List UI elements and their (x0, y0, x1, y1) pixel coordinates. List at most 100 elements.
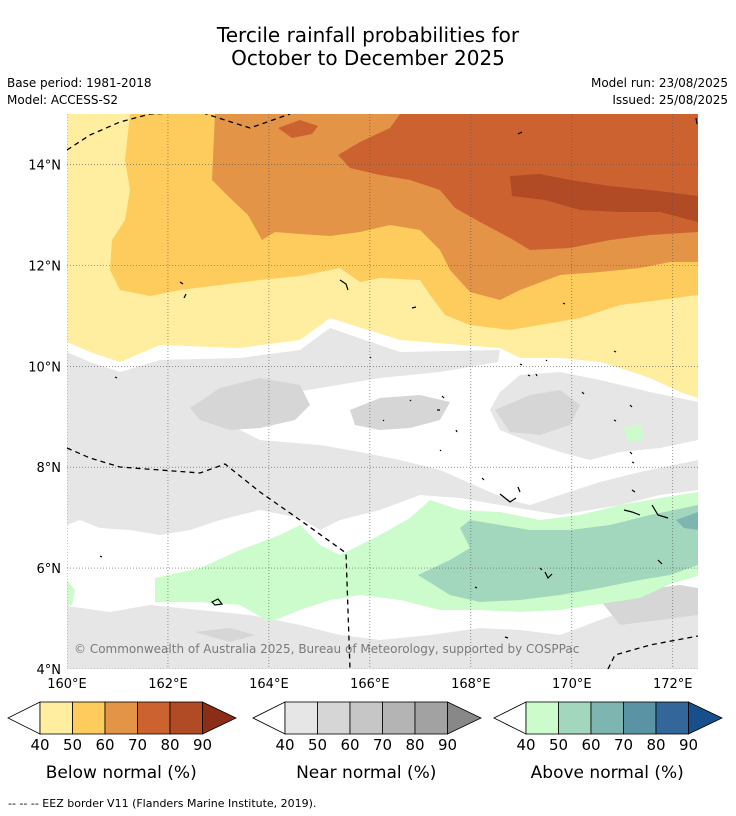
colorbar-tick-label: 60 (95, 736, 114, 754)
colorbar-tick-label: 40 (30, 736, 49, 754)
island (562, 302, 566, 305)
latitude-tick-label: 8°N (37, 461, 62, 476)
colorbar-segment (558, 701, 592, 735)
colorbar-title: Near normal (%) (296, 763, 436, 783)
longitude-tick-label: 160°E (47, 677, 87, 692)
title-line-1: Tercile rainfall probabilities for (216, 23, 520, 47)
colorbar-tick-label: 40 (275, 736, 294, 754)
title-line-2: October to December 2025 (231, 46, 505, 70)
eez-border-north (67, 114, 291, 151)
copyright-text: © Commonwealth of Australia 2025, Bureau… (74, 642, 579, 656)
island (581, 350, 617, 395)
near-normal-50-right-region (495, 390, 580, 435)
island (519, 359, 548, 377)
island (474, 567, 553, 589)
colorbar-under-arrow (493, 701, 527, 735)
island (623, 504, 669, 519)
colorbar-tick-label: 80 (646, 736, 665, 754)
longitude-tick-label: 168°E (451, 677, 491, 692)
longitude-tick-label: 170°E (552, 677, 592, 692)
colorbar-tick-label: 80 (160, 736, 179, 754)
island (411, 306, 417, 309)
island (631, 489, 663, 565)
model-run-text: Model run: 23/08/2025 (590, 76, 728, 90)
colorbar-tick-label: 50 (63, 736, 82, 754)
map-regions (67, 114, 698, 669)
island (179, 281, 187, 299)
colorbar-segment (590, 701, 624, 735)
island (339, 279, 349, 291)
base-period-text: Base period: 1981-2018 (7, 76, 152, 90)
longitude-tick-label: 164°E (249, 677, 289, 692)
colorbar-1: 40 50 60 70 80 90 Below normal (%) (7, 701, 237, 783)
island-outlines (99, 117, 698, 639)
colorbar-tick-label: 90 (438, 736, 457, 754)
eez-border-southeast (607, 635, 698, 669)
colorbar-tick-label: 50 (549, 736, 568, 754)
above-normal-50-region (418, 505, 698, 602)
island (409, 395, 445, 411)
colorbar-over-arrow (202, 701, 237, 735)
colorbar-tick-label: 70 (614, 736, 633, 754)
colorbar-segment (169, 701, 203, 735)
near-normal-50-region (190, 378, 310, 430)
probability-map: © Commonwealth of Australia 2025, Bureau… (28, 114, 698, 692)
latitude-tick-label: 12°N (28, 259, 61, 274)
colorbar-tick-label: 90 (193, 736, 212, 754)
latitude-labels: 14°N 12°N 10°N 8°N 6°N 4°N (28, 158, 61, 678)
colorbar-title: Above normal (%) (531, 763, 684, 783)
eez-border-lines (67, 114, 698, 669)
below-normal-70-small-region (278, 120, 318, 138)
longitude-tick-label: 162°E (148, 677, 188, 692)
colorbar-tick-label: 80 (405, 736, 424, 754)
near-normal-40-lower-region (67, 592, 698, 669)
island (114, 356, 372, 379)
model-text: Model: ACCESS-S2 (7, 93, 119, 107)
near-normal-50-east-region (350, 395, 450, 430)
longitude-tick-label: 172°E (653, 677, 693, 692)
colorbar-tick-label: 70 (373, 736, 392, 754)
colorbar-under-arrow (252, 701, 286, 735)
colorbar-title: Below normal (%) (46, 763, 197, 783)
colorbar-segment (72, 701, 106, 735)
eez-footer-note: -- -- -- EEZ border V11 (Flanders Marine… (8, 797, 317, 810)
colorbar-segment (623, 701, 657, 735)
colorbar-segment (137, 701, 171, 735)
colorbar-under-arrow (7, 701, 41, 735)
colorbar-tick-label: 60 (581, 736, 600, 754)
latitude-tick-label: 14°N (28, 158, 61, 173)
colorbar-segment (104, 701, 138, 735)
colorbar-tick-label: 70 (128, 736, 147, 754)
latitude-tick-label: 4°N (37, 663, 62, 678)
island (517, 131, 523, 135)
colorbar-segment (317, 701, 351, 735)
latitude-tick-label: 10°N (28, 360, 61, 375)
colorbar-segment (39, 701, 73, 735)
colorbar-segment (525, 701, 559, 735)
island (99, 555, 509, 639)
map-gridlines (67, 114, 698, 669)
colorbar-over-arrow (447, 701, 482, 735)
colorbar-tick-label: 90 (679, 736, 698, 754)
colorbar-segment (349, 701, 383, 735)
eez-border-west (67, 447, 351, 669)
island (382, 419, 458, 452)
island (210, 598, 224, 606)
island (613, 404, 635, 464)
above-normal-60-region (676, 512, 698, 530)
colorbar-segment (382, 701, 416, 735)
island (695, 117, 698, 125)
issued-text: Issued: 25/08/2025 (612, 93, 728, 107)
colorbar-tick-label: 50 (308, 736, 327, 754)
colorbar-segment (655, 701, 689, 735)
longitude-tick-label: 166°E (350, 677, 390, 692)
island (481, 477, 521, 503)
colorbar-segment (414, 701, 448, 735)
longitude-labels: 160°E 162°E 164°E 166°E 168°E 170°E 172°E (47, 677, 692, 692)
near-normal-40-region (67, 328, 698, 535)
colorbar-tick-label: 40 (516, 736, 535, 754)
colorbar-legends: 40 50 60 70 80 90 Below normal (%) 40 50 60 70 80 90… (7, 701, 723, 783)
colorbar-tick-label: 60 (340, 736, 359, 754)
colorbar-over-arrow (688, 701, 723, 735)
